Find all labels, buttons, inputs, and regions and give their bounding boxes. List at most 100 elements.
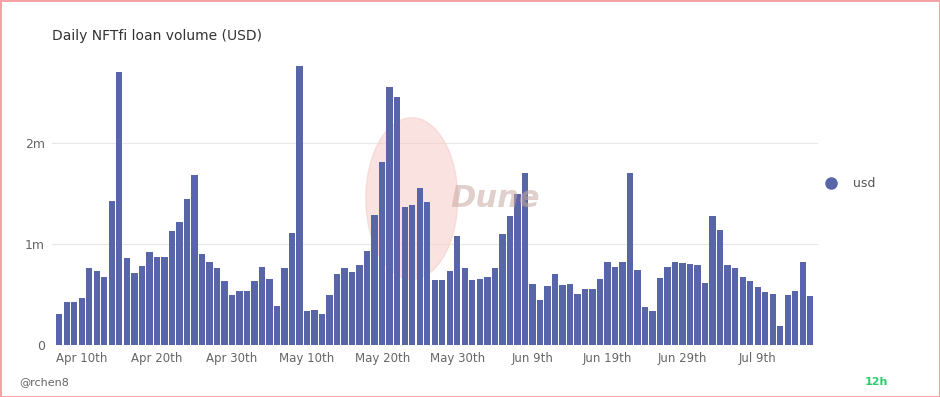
Bar [740, 276, 745, 345]
Bar [747, 281, 753, 345]
Bar [552, 274, 558, 345]
Bar [514, 195, 521, 345]
Bar [537, 300, 543, 345]
Bar [604, 262, 611, 345]
Bar [371, 215, 378, 345]
Bar [507, 216, 513, 345]
Bar [281, 268, 288, 345]
Bar [567, 283, 573, 345]
Bar [334, 274, 340, 345]
Bar [386, 87, 393, 345]
Bar [680, 263, 686, 345]
Bar [642, 307, 649, 345]
Bar [251, 281, 258, 345]
Bar [153, 257, 160, 345]
Bar [258, 268, 265, 345]
Bar [522, 173, 528, 345]
Bar [394, 97, 400, 345]
Bar [582, 289, 588, 345]
Bar [71, 302, 77, 345]
Bar [619, 262, 626, 345]
Legend: usd: usd [813, 172, 881, 195]
Bar [589, 289, 596, 345]
Bar [56, 314, 62, 345]
Text: @rchen8: @rchen8 [19, 377, 69, 387]
Bar [446, 272, 453, 345]
Bar [785, 295, 791, 345]
Bar [597, 279, 603, 345]
Bar [416, 188, 423, 345]
Bar [341, 268, 348, 345]
Bar [117, 72, 122, 345]
Bar [634, 270, 641, 345]
Bar [657, 278, 664, 345]
Bar [755, 287, 760, 345]
Bar [191, 175, 197, 345]
Bar [401, 206, 408, 345]
Bar [574, 294, 581, 345]
Bar [559, 285, 566, 345]
Bar [311, 310, 318, 345]
Bar [499, 234, 506, 345]
Bar [627, 173, 634, 345]
Bar [800, 262, 806, 345]
Bar [409, 204, 415, 345]
Bar [695, 265, 701, 345]
Bar [469, 279, 476, 345]
Bar [687, 264, 694, 345]
Bar [439, 279, 446, 345]
Bar [650, 311, 656, 345]
Text: Daily NFTfi loan volume (USD): Daily NFTfi loan volume (USD) [52, 29, 261, 44]
Bar [349, 272, 355, 345]
Bar [183, 198, 190, 345]
Bar [296, 66, 303, 345]
Bar [198, 254, 205, 345]
Bar [807, 296, 813, 345]
Bar [319, 314, 325, 345]
Bar [364, 251, 370, 345]
Bar [326, 295, 333, 345]
Bar [462, 268, 468, 345]
Bar [161, 257, 167, 345]
Bar [792, 291, 798, 345]
Ellipse shape [366, 118, 458, 279]
Bar [356, 265, 363, 345]
Bar [431, 279, 438, 345]
Bar [79, 298, 85, 345]
Text: Dune: Dune [450, 184, 540, 213]
Bar [612, 268, 619, 345]
Bar [379, 162, 385, 345]
Bar [762, 292, 768, 345]
Bar [484, 276, 491, 345]
Bar [717, 230, 724, 345]
Bar [424, 202, 431, 345]
Bar [138, 266, 145, 345]
Bar [64, 302, 70, 345]
Bar [86, 268, 92, 345]
Bar [672, 262, 679, 345]
Bar [94, 272, 100, 345]
Bar [289, 233, 295, 345]
Bar [228, 295, 235, 345]
Bar [146, 252, 152, 345]
Bar [529, 283, 536, 345]
Bar [236, 291, 243, 345]
Bar [274, 306, 280, 345]
Bar [732, 268, 739, 345]
Bar [206, 262, 212, 345]
Bar [777, 326, 783, 345]
Bar [454, 236, 461, 345]
Text: 12h: 12h [865, 377, 888, 387]
Bar [124, 258, 130, 345]
Bar [492, 268, 498, 345]
Bar [102, 276, 107, 345]
Bar [243, 291, 250, 345]
Bar [544, 285, 551, 345]
Bar [477, 279, 483, 345]
Bar [304, 311, 310, 345]
Bar [702, 283, 709, 345]
Bar [770, 294, 775, 345]
Bar [213, 268, 220, 345]
Bar [221, 281, 227, 345]
Bar [176, 222, 182, 345]
